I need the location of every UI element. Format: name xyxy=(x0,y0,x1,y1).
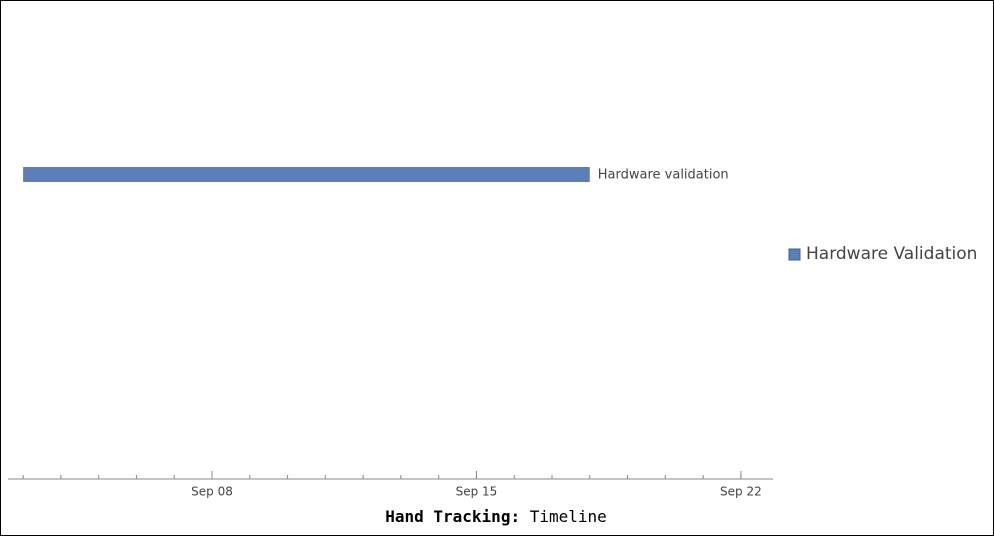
x-tick-label: Sep 15 xyxy=(456,485,498,499)
legend-swatch xyxy=(788,248,801,261)
chart-title: Hand Tracking: Timeline xyxy=(385,507,607,526)
title-bold: Hand Tracking: xyxy=(385,507,520,526)
legend-label: Hardware Validation xyxy=(806,244,977,264)
task-bar xyxy=(23,167,590,182)
x-tick-label: Sep 08 xyxy=(191,485,233,499)
title-text: Timeline xyxy=(530,507,607,526)
task-label: Hardware validation xyxy=(598,168,729,183)
x-tick-label: Sep 22 xyxy=(720,485,762,499)
